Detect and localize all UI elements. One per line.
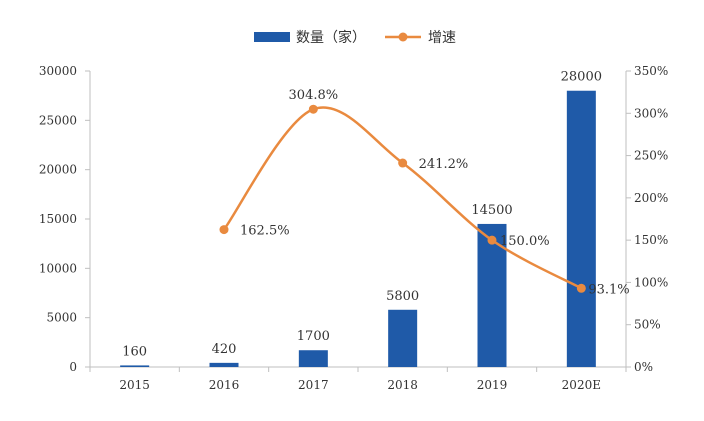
- growth-value-label: 150.0%: [500, 234, 550, 249]
- y-right-tick-label: 0%: [634, 360, 653, 374]
- growth-point-2016: [219, 225, 229, 235]
- legend: 数量（家） 增速: [254, 29, 456, 46]
- growth-value-label: 93.1%: [588, 282, 629, 297]
- x-tick-label: 2020E: [562, 378, 601, 392]
- y-left-tick-label: 15000: [39, 212, 77, 226]
- bar-value-label: 5800: [386, 289, 419, 304]
- bar-value-label: 420: [212, 342, 237, 357]
- y-right-tick-label: 100%: [634, 275, 668, 289]
- growth-point-2019: [487, 235, 497, 245]
- y-right-tick-label: 250%: [634, 149, 668, 163]
- growth-point-2020E: [576, 283, 586, 293]
- y-left-tick-label: 20000: [39, 163, 77, 177]
- y-left-tick-label: 0: [69, 360, 77, 374]
- x-tick-label: 2016: [209, 378, 240, 392]
- y-left-tick-label: 10000: [39, 261, 77, 275]
- growth-value-label: 162.5%: [240, 224, 290, 239]
- growth-point-2018: [398, 158, 408, 168]
- x-tick-label: 2017: [298, 378, 329, 392]
- bar-2020E: [566, 90, 596, 367]
- bar-series: [120, 90, 596, 367]
- y-right-tick-label: 350%: [634, 64, 668, 78]
- x-tick-label: 2019: [477, 378, 508, 392]
- legend-line-label: 增速: [428, 30, 456, 46]
- y-left-tick-label: 5000: [46, 311, 77, 325]
- x-tick-label: 2018: [387, 378, 418, 392]
- data-labels: 160 420 1700 5800 14500 28000 162.5% 304.8% 241.…: [122, 70, 629, 360]
- bar-value-label: 1700: [297, 329, 330, 344]
- line-series: [219, 104, 586, 293]
- legend-bar-label: 数量（家）: [296, 29, 366, 46]
- legend-line-marker: [398, 32, 408, 42]
- bar-value-label: 28000: [561, 70, 602, 85]
- y-right-tick-label: 150%: [634, 233, 668, 247]
- bar-2015: [120, 365, 150, 367]
- y-right-tick-label: 200%: [634, 191, 668, 205]
- bar-value-label: 160: [122, 344, 147, 359]
- growth-line: [222, 106, 582, 290]
- y-right-tick-label: 50%: [634, 318, 661, 332]
- bar-2016: [209, 362, 239, 367]
- y-right-tick-label: 300%: [634, 106, 668, 120]
- bar-2018: [388, 309, 418, 367]
- x-tick-label: 2015: [119, 378, 150, 392]
- y-left-tick-label: 30000: [39, 64, 77, 78]
- y-left-tick-label: 25000: [39, 113, 77, 127]
- bar-value-label: 14500: [471, 203, 512, 218]
- growth-value-label: 241.2%: [419, 157, 469, 172]
- axes: 0 5000 10000 15000 20000 25000 30000 0% 50% 100% 1…: [39, 64, 669, 392]
- growth-value-label: 304.8%: [289, 88, 339, 103]
- legend-bar-swatch: [254, 32, 290, 42]
- bar-2017: [298, 350, 328, 367]
- growth-point-2017: [308, 104, 318, 114]
